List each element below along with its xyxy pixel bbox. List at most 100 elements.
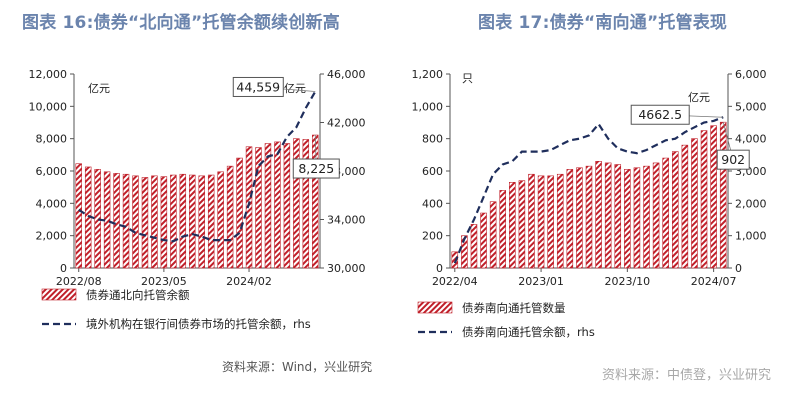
- y-tick-label: 800: [422, 133, 443, 146]
- bar: [245, 146, 253, 269]
- bar: [576, 167, 583, 269]
- y-tick-label: 6,000: [36, 165, 68, 178]
- y-tick-label: 1,000: [412, 100, 444, 113]
- legend-label-line: 境外机构在银行间债券市场的托管余额，rhs: [86, 317, 311, 331]
- source-note: 资料来源：Wind，兴业研究: [222, 360, 373, 374]
- y-tick-label: 4,000: [36, 197, 68, 210]
- bar: [461, 235, 468, 269]
- bar: [509, 182, 516, 269]
- bar: [537, 175, 545, 269]
- bar: [528, 173, 535, 269]
- bar: [451, 251, 459, 269]
- x-tick-label: 2023/10: [604, 275, 650, 288]
- bar: [652, 162, 660, 269]
- callout-label: 44,559: [236, 79, 280, 94]
- y-tick-label: 400: [422, 197, 443, 210]
- bar: [75, 163, 82, 269]
- bar: [518, 180, 526, 269]
- bar: [226, 165, 234, 269]
- x-tick-label: 2024/07: [691, 275, 737, 288]
- bar: [264, 143, 272, 269]
- bar: [302, 139, 310, 269]
- bar: [556, 173, 564, 269]
- bar: [255, 147, 262, 269]
- bar: [499, 190, 506, 269]
- bar: [662, 157, 669, 269]
- legend-swatch-bar: [41, 288, 77, 301]
- bar: [672, 151, 679, 269]
- y-tick-label: 12,000: [29, 68, 68, 81]
- right-unit-label: 亿元: [284, 82, 306, 95]
- legend-label-bar: 债券通北向托管余额: [86, 288, 190, 302]
- y2-tick-label: 30,000: [327, 262, 366, 275]
- y2-tick-label: 5,000: [735, 100, 767, 113]
- bar: [691, 138, 698, 269]
- bar: [681, 144, 689, 269]
- bar: [179, 173, 187, 269]
- y-tick-label: 8,000: [36, 133, 68, 146]
- x-tick-label: 2022/04: [432, 275, 478, 288]
- bar: [293, 138, 300, 269]
- bar: [710, 125, 717, 269]
- left-unit-label: 亿元: [88, 82, 110, 95]
- y2-tick-label: 46,000: [327, 68, 366, 81]
- legend-swatch-bar: [417, 301, 453, 314]
- bar: [151, 175, 158, 269]
- bar: [113, 173, 120, 269]
- y-tick-label: 1,200: [412, 68, 444, 81]
- bar: [160, 176, 168, 269]
- watermark: 资料来源：中债登，兴业研究: [602, 368, 772, 383]
- line-series: [78, 90, 317, 243]
- bar: [122, 173, 130, 269]
- bar: [719, 121, 727, 269]
- y2-tick-label: 0: [735, 262, 742, 275]
- y-tick-label: 0: [60, 262, 67, 275]
- y-tick-label: 0: [436, 262, 443, 275]
- bar: [700, 130, 708, 269]
- bar: [489, 201, 497, 269]
- callout-label: 902: [721, 152, 745, 167]
- chart-title-right: 图表 17:债券“南向通”托管表现: [478, 13, 728, 33]
- chart-title-left: 图表 16:债券“北向通”托管余额续创新高: [22, 13, 340, 33]
- bar: [480, 212, 487, 269]
- y-tick-label: 200: [422, 230, 443, 243]
- bar: [547, 175, 554, 269]
- y2-tick-label: 2,000: [735, 197, 767, 210]
- right-unit-label: 亿元: [688, 91, 710, 104]
- callout-box: [716, 149, 750, 170]
- x-tick-label: 2023/01: [518, 275, 564, 288]
- callout-box: [232, 76, 284, 97]
- y-tick-label: 600: [422, 165, 443, 178]
- bar: [595, 161, 602, 269]
- bar: [217, 171, 224, 269]
- y2-tick-label: 6,000: [735, 68, 767, 81]
- callout-label: 8,225: [298, 161, 334, 176]
- line-series: [453, 116, 724, 264]
- bar: [207, 174, 215, 269]
- bar: [283, 143, 291, 269]
- bar: [614, 164, 622, 269]
- bar: [274, 141, 281, 269]
- chart-southbound: 02004006008001,0001,20001,0002,0003,0004…: [412, 68, 767, 339]
- legend-label-line: 债券南向通托管余额，rhs: [462, 325, 595, 339]
- chart-northbound: 0 2,000 4,000 6,000 8,000 10,000 12,000 30,000 3…: [29, 68, 366, 331]
- y-tick-label: 2,000: [36, 230, 68, 243]
- y2-tick-label: 34,000: [327, 214, 366, 227]
- bar: [141, 177, 149, 269]
- y2-tick-label: 4,000: [735, 133, 767, 146]
- legend-label-bar: 债券南向通托管数量: [462, 301, 566, 315]
- bar: [470, 224, 478, 269]
- callout-box: [630, 104, 690, 125]
- bar: [132, 175, 139, 269]
- y2-tick-label: 42,000: [327, 117, 366, 130]
- callout-label: 4662.5: [638, 107, 682, 122]
- bar: [585, 165, 593, 269]
- bar: [170, 174, 177, 269]
- bar: [312, 134, 319, 269]
- bar: [643, 165, 650, 269]
- bar: [566, 169, 574, 269]
- left-unit-label: 只: [462, 72, 473, 85]
- bar: [633, 167, 641, 269]
- bar: [198, 175, 205, 269]
